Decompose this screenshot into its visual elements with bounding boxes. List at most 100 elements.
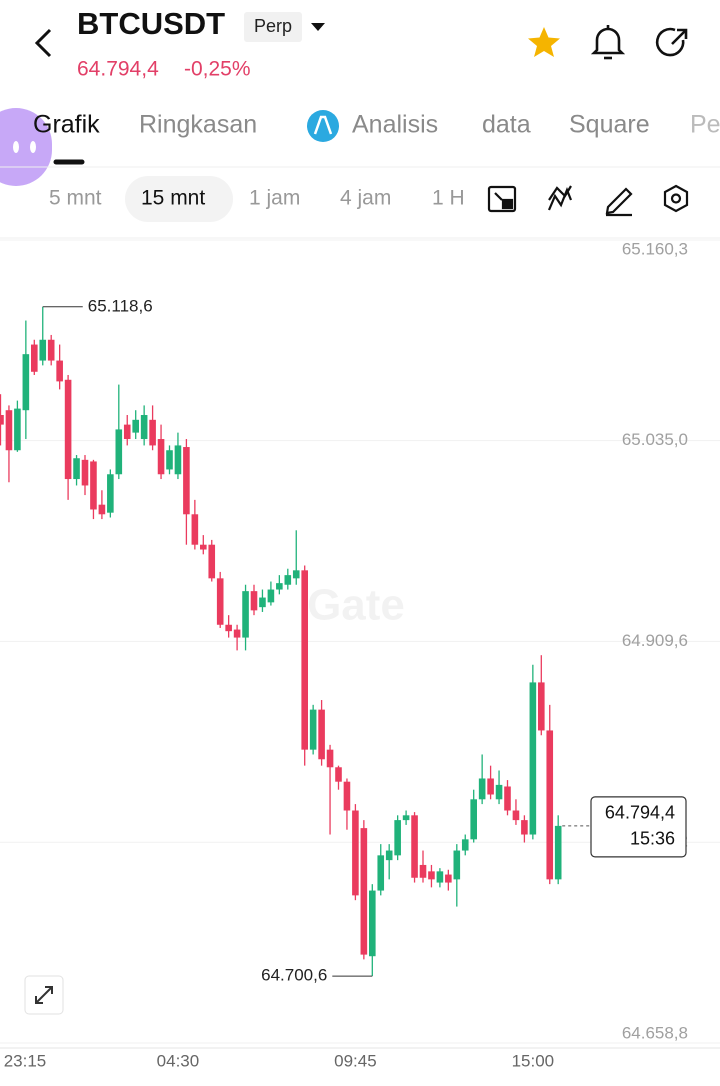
x-tick-label: 04:30: [157, 1051, 200, 1070]
candle-body: [428, 871, 435, 880]
candle-body: [301, 570, 308, 750]
layout-icon[interactable]: [487, 185, 517, 213]
assistant-bubble[interactable]: [0, 108, 52, 186]
candle-body: [284, 575, 292, 585]
change: -0,25%: [184, 58, 251, 81]
candle-body: [0, 415, 4, 425]
min-label: 64.700,6: [261, 966, 327, 985]
candle-body: [115, 429, 123, 475]
favorite-icon[interactable]: [528, 27, 560, 57]
candle-body: [276, 583, 283, 590]
symbol: BTCUSDT: [77, 6, 225, 41]
candle-body: [39, 339, 47, 361]
candle-body: [81, 459, 89, 486]
candle-body: [183, 447, 190, 515]
y-tick-label: 64.658,8: [622, 1023, 688, 1042]
candle-body: [208, 544, 216, 579]
watermark: Gate: [307, 581, 405, 630]
candle-body: [343, 781, 351, 811]
indicator-icon[interactable]: [547, 185, 573, 211]
candle-body: [140, 415, 148, 440]
candle-body: [521, 820, 528, 835]
max-label: 65.118,6: [88, 296, 153, 315]
tab[interactable]: Analisis: [352, 111, 438, 139]
candle-body: [318, 709, 325, 760]
candle-body: [394, 820, 401, 856]
price: 64.794,4: [77, 58, 159, 81]
tab[interactable]: data: [482, 111, 531, 139]
last-price-label: 64.794,4: [605, 803, 675, 823]
candle-body: [107, 474, 114, 513]
candle-body: [64, 379, 72, 480]
settings-icon[interactable]: [663, 184, 689, 213]
x-tick-label: 15:00: [512, 1051, 555, 1070]
candle-body: [453, 850, 461, 880]
candle-body: [31, 344, 38, 372]
candle-body: [5, 410, 13, 451]
draw-icon[interactable]: [605, 187, 633, 217]
interval[interactable]: 5 mnt: [49, 187, 102, 210]
candle-body: [402, 815, 410, 821]
candle-body: [309, 709, 317, 750]
candle-body: [470, 799, 477, 840]
candle-body: [191, 514, 199, 545]
interval[interactable]: 1 H: [432, 187, 465, 210]
candle-body: [149, 419, 156, 446]
candle-body: [529, 682, 537, 835]
candle-body: [22, 354, 30, 411]
share-icon[interactable]: [655, 27, 688, 57]
candle-body: [326, 749, 334, 768]
tab[interactable]: Ringkasan: [139, 111, 257, 139]
candle-body: [14, 408, 21, 451]
assistant-eye: [30, 141, 36, 153]
candle-body: [47, 339, 55, 361]
countdown: 15:36: [630, 829, 675, 849]
candle-body: [352, 810, 359, 896]
chart: 65.160,365.035,064.909,664.784,264.658,8…: [0, 239, 720, 1070]
candle-body: [436, 871, 444, 883]
candle-body: [73, 458, 80, 480]
interval-active[interactable]: 15 mnt: [141, 187, 205, 210]
candle-body: [98, 504, 106, 515]
y-tick-label: 65.035,0: [622, 430, 688, 449]
y-tick-label: 65.160,3: [622, 239, 688, 258]
candle-body: [123, 424, 131, 440]
y-tick-label: 64.909,6: [622, 631, 688, 650]
interval[interactable]: 4 jam: [340, 187, 391, 210]
candle-body: [90, 461, 97, 510]
candle-body: [157, 439, 165, 475]
candle-body: [478, 778, 486, 800]
candle-body: [292, 570, 300, 579]
candle-body: [360, 828, 368, 955]
interval-chip[interactable]: [125, 176, 233, 222]
alert-icon[interactable]: [590, 25, 626, 60]
interval[interactable]: 1 jam: [249, 187, 300, 210]
assistant-eye: [13, 141, 19, 153]
candle-body: [250, 591, 258, 611]
tab-active[interactable]: Grafik: [33, 111, 100, 139]
candle-body: [538, 682, 545, 731]
candle-body: [419, 864, 427, 878]
x-tick-label: 09:45: [334, 1051, 377, 1070]
tab[interactable]: Pe: [690, 111, 720, 139]
candle-body: [56, 360, 63, 382]
candle-body: [200, 544, 207, 550]
candle-body: [512, 810, 520, 821]
dropdown-icon[interactable]: [311, 23, 325, 31]
candle-body: [411, 815, 418, 878]
back-button[interactable]: [34, 28, 52, 58]
tab[interactable]: Square: [569, 111, 650, 139]
candle-body: [233, 629, 241, 638]
badge-bg[interactable]: [244, 12, 302, 42]
fullscreen-icon: [35, 986, 53, 1004]
candle-body: [504, 786, 511, 811]
candle-body: [216, 578, 224, 625]
candle-body: [242, 591, 249, 638]
candle-body: [174, 445, 182, 475]
candle-body: [132, 419, 139, 433]
badge[interactable]: Perp: [254, 16, 292, 36]
candle-body: [377, 855, 385, 891]
ai-icon: [307, 110, 339, 142]
